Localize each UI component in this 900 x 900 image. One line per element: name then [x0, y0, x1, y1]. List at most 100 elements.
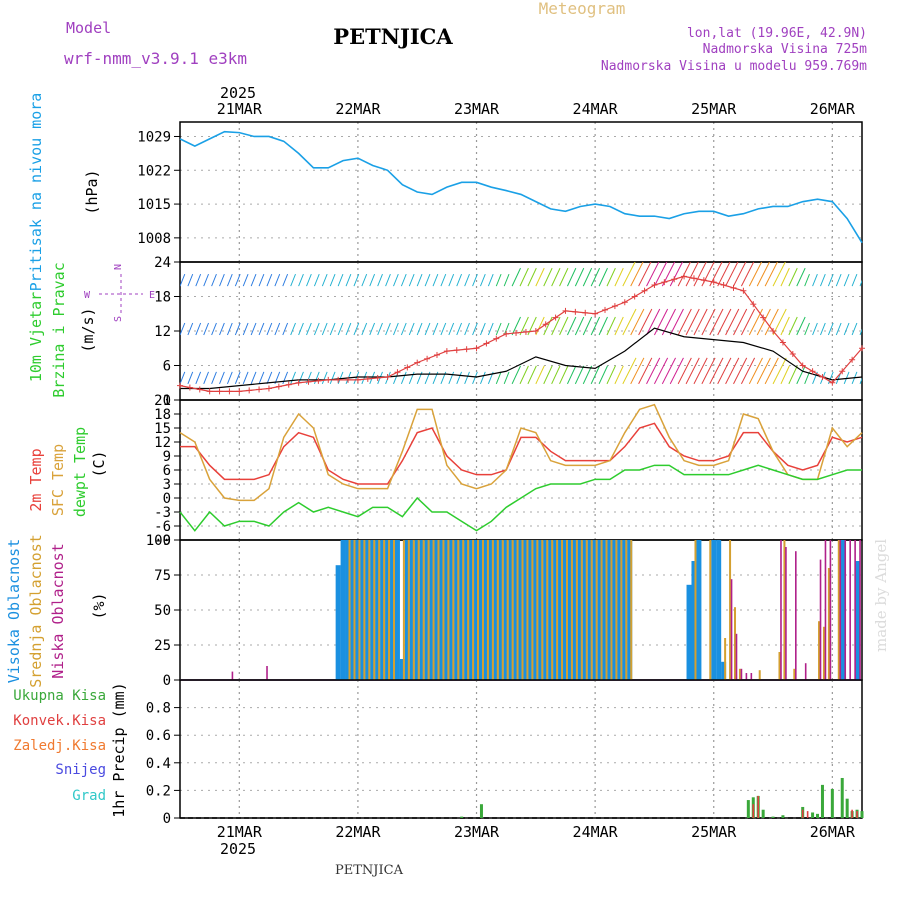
lonlat-text: lon,lat (19.96E, 42.9N) — [687, 26, 867, 41]
sfc-temp-line — [179, 403, 863, 502]
y-tick-label: 12 — [154, 324, 171, 340]
mid-cloud-axis-title: Srednja Oblacnost — [27, 534, 45, 688]
mid-cloud-bar — [590, 540, 593, 680]
mid-cloud-bar — [437, 540, 440, 680]
wind-barb — [440, 273, 447, 287]
wind-barb — [369, 322, 376, 336]
convective-rain-bar — [856, 811, 858, 818]
wind-barb — [693, 262, 707, 287]
wind-barb — [416, 273, 423, 287]
low-cloud-bar — [735, 633, 738, 680]
y-tick-label: 0 — [163, 673, 171, 689]
wind-barb — [424, 273, 431, 287]
mid-cloud-bar — [610, 540, 613, 680]
wind-barb — [780, 365, 790, 385]
high-cloud-bar — [424, 540, 430, 680]
y-tick-label: 1029 — [137, 129, 171, 145]
model-altitude-text: Nadmorska Visina u modelu 959.769m — [601, 59, 867, 74]
wind-barb — [796, 267, 806, 287]
wind-barb — [756, 357, 771, 385]
mid-cloud-bar — [427, 540, 430, 680]
wind-barb — [630, 262, 644, 287]
wind-axis-title: 10m Vjetar — [27, 292, 45, 382]
wind-barb — [203, 371, 209, 385]
wind-barb — [764, 357, 779, 385]
wind-barb — [495, 273, 502, 287]
wind-barb — [290, 322, 296, 336]
y-tick-label: -6 — [154, 519, 171, 535]
model-name: wrf-nmm_v3.9.1 e3km — [64, 49, 247, 68]
wind-barb — [503, 322, 510, 336]
wind-barb — [408, 322, 415, 336]
y-tick-label: 0.8 — [146, 701, 171, 717]
high-cloud-bar — [360, 540, 366, 680]
y-tick-label: 0 — [163, 491, 171, 507]
high-cloud-bar — [469, 540, 475, 680]
wind-barb — [274, 273, 281, 287]
precip-legend-item: Snijeg — [55, 762, 106, 778]
high-cloud-bar — [439, 540, 445, 680]
wind-barb — [574, 267, 585, 287]
mid-cloud-bar — [541, 540, 544, 680]
wind-barb — [250, 371, 257, 385]
wind-barb — [582, 267, 593, 287]
wind-barb — [725, 357, 740, 385]
low-cloud-bar — [844, 540, 847, 680]
high-cloud-bar — [409, 540, 415, 680]
wind-barb — [709, 308, 724, 336]
wind-barb — [487, 273, 494, 287]
wind-barb — [843, 371, 850, 385]
y-tick-label: -9 — [154, 533, 171, 549]
mid-cloud-bar — [521, 540, 524, 680]
wind-barb — [234, 322, 241, 336]
precip-legend-item: Ukupna Kisa — [13, 688, 106, 704]
wind-barb — [511, 267, 521, 287]
wind-barb — [756, 308, 771, 336]
high-cloud-bar — [854, 561, 860, 680]
wind-barb — [638, 308, 653, 336]
wind-barb — [298, 371, 304, 385]
mid-cloud-bar — [348, 540, 351, 680]
wind-barb — [464, 322, 470, 336]
wind-barb — [567, 365, 577, 385]
wind-barb — [226, 322, 233, 336]
wind-barb — [590, 365, 601, 385]
wind-barb — [859, 279, 862, 287]
wind-barb — [574, 365, 585, 385]
mid-cloud-bar — [417, 540, 420, 680]
wind-barb — [598, 365, 608, 385]
precip-legend-item: Konvek.Kisa — [13, 713, 106, 729]
wind-barb — [559, 365, 569, 385]
t2m-line — [180, 422, 863, 485]
wind-barb — [400, 273, 407, 287]
wind-barb — [709, 357, 724, 385]
sfc-axis-title: SFC Temp — [49, 444, 67, 516]
high-cloud-axis-title: Visoka Oblacnost — [5, 539, 23, 684]
wind-barb — [393, 273, 399, 287]
wind-barb — [195, 322, 202, 336]
wind-barb — [772, 262, 786, 287]
high-cloud-bar — [721, 661, 727, 680]
wind-barb — [472, 371, 478, 385]
high-cloud-bar — [394, 540, 400, 680]
high-cloud-bar — [627, 540, 633, 680]
wind-barb — [180, 371, 186, 385]
wind-barb — [242, 371, 249, 385]
high-cloud-bar — [399, 659, 405, 680]
low-cloud-bar — [795, 551, 797, 680]
wind-barb — [693, 357, 708, 385]
wind-barb — [456, 273, 463, 287]
high-cloud-bar — [355, 540, 361, 680]
mid-cloud-bar — [467, 540, 470, 680]
high-cloud-bar — [582, 540, 588, 680]
wind-barb — [772, 357, 787, 385]
wind-barb — [590, 316, 601, 336]
wind-barb — [313, 273, 320, 287]
wind-barb — [677, 308, 692, 336]
wind-barb — [306, 273, 312, 287]
mid-cloud-bar — [462, 540, 465, 680]
wind-barb — [266, 322, 273, 336]
mid-cloud-bar — [818, 621, 821, 680]
low-cloud-bar — [839, 540, 842, 680]
wind-barb — [717, 308, 732, 336]
